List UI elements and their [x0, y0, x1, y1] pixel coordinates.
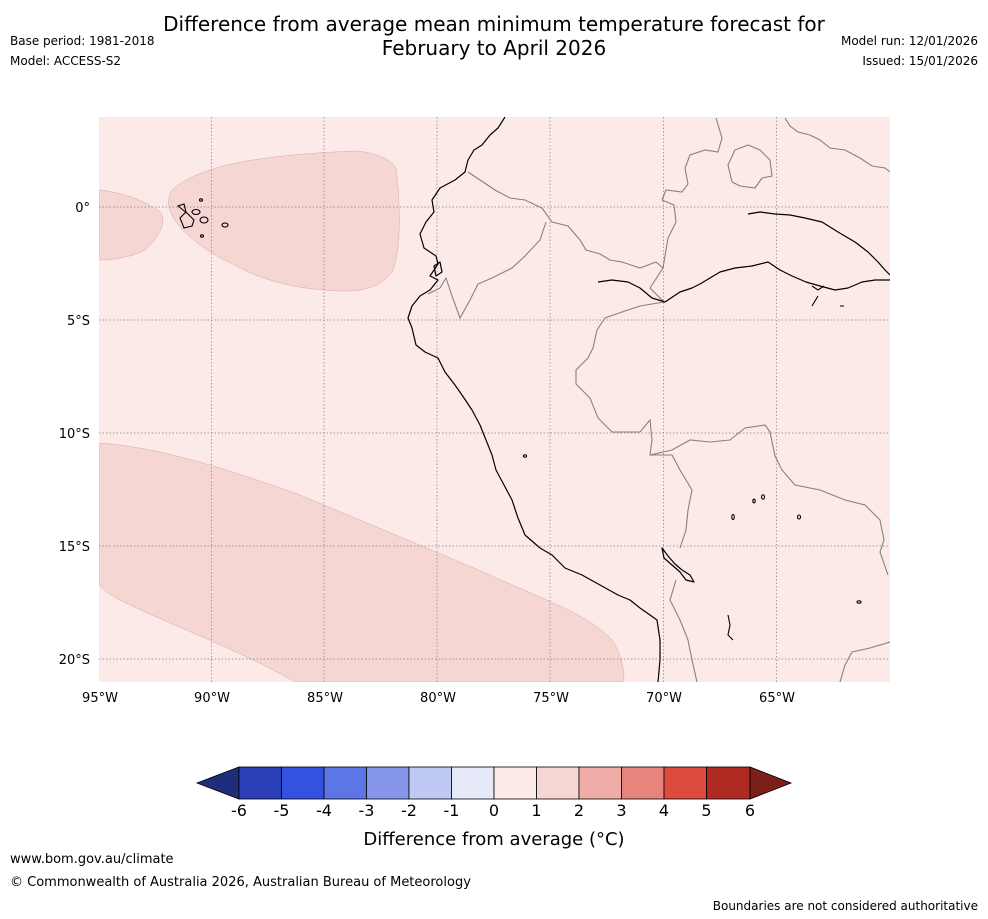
colorbar-label: Difference from average (°C): [363, 829, 624, 850]
colorbar-tick: 5: [701, 801, 711, 820]
colorbar-tick: -1: [444, 801, 460, 820]
latitude-labels: 0° 5°S 10°S 15°S 20°S: [59, 201, 90, 668]
anomaly-region-galapagos: [168, 150, 400, 292]
title-line-2: February to April 2026: [381, 36, 607, 60]
anomaly-region-southeast-pacific: [99, 442, 625, 682]
colorbar-tick: 6: [745, 801, 755, 820]
colorbar-extend-low: [195, 766, 240, 800]
lat-label-20s: 20°S: [59, 653, 90, 668]
country-boundaries: [427, 117, 890, 682]
colorbar-swatch: [281, 766, 325, 800]
colorbar-swatch: [663, 766, 707, 800]
lon-label-70w: 70°W: [646, 691, 682, 706]
colorbar-tick: -5: [274, 801, 290, 820]
colorbar-swatch: [323, 766, 367, 800]
model-run: Model run: 12/01/2026: [840, 34, 978, 48]
colorbar-swatch: [408, 766, 452, 800]
colorbar-extend-high: [749, 766, 793, 800]
chart-title: Difference from average mean minimum tem…: [0, 12, 988, 60]
lon-label-90w: 90°W: [194, 691, 230, 706]
colorbar-tick: 1: [531, 801, 541, 820]
lon-label-80w: 80°W: [420, 691, 456, 706]
colorbar-swatch: [536, 766, 580, 800]
lon-label-85w: 85°W: [307, 691, 343, 706]
base-period: Base period: 1981-2018: [10, 34, 155, 48]
lat-label-10s: 10°S: [59, 427, 90, 442]
colorbar-swatch: [238, 766, 282, 800]
website-link[interactable]: www.bom.gov.au/climate: [10, 852, 174, 867]
copyright-text: © Commonwealth of Australia 2026, Austra…: [10, 875, 471, 890]
lon-label-75w: 75°W: [533, 691, 569, 706]
longitude-labels: 95°W 90°W 85°W 80°W 75°W 70°W 65°W: [82, 691, 795, 706]
colorbar-tick: -3: [359, 801, 375, 820]
colorbar-tick: -6: [231, 801, 247, 820]
colorbar: [195, 766, 793, 800]
colorbar-swatch: [451, 766, 495, 800]
lat-label-5s: 5°S: [67, 314, 90, 329]
colorbar-tick: 3: [616, 801, 626, 820]
lat-label-0: 0°: [75, 201, 90, 216]
meta-right: Model run: 12/01/2026 Issued: 15/01/2026: [841, 31, 978, 71]
lon-label-95w: 95°W: [82, 691, 118, 706]
colorbar-tick: -2: [401, 801, 417, 820]
map-panel: [99, 117, 890, 682]
colorbar-tick: 4: [659, 801, 669, 820]
colorbar-tick: 2: [574, 801, 584, 820]
lon-label-65w: 65°W: [759, 691, 795, 706]
meta-left: Base period: 1981-2018 Model: ACCESS-S2: [10, 31, 155, 71]
graticule: [99, 117, 890, 682]
islands: [176, 198, 862, 641]
colorbar-swatch: [578, 766, 622, 800]
issued-date: Issued: 15/01/2026: [862, 54, 978, 68]
colorbar-swatch: [706, 766, 751, 800]
coastlines: [407, 117, 890, 682]
anomaly-region-west-edge: [99, 189, 164, 261]
colorbar-tick: -4: [316, 801, 332, 820]
colorbar-ticks: -6 -5 -4 -3 -2 -1 0 1 2 3 4 5 6: [231, 801, 755, 820]
disclaimer-text: Boundaries are not considered authoritat…: [712, 899, 978, 913]
colorbar-tick: 0: [489, 801, 499, 820]
colorbar-swatch: [366, 766, 410, 800]
lat-label-15s: 15°S: [59, 540, 90, 555]
colorbar-swatch: [493, 766, 537, 800]
title-line-1: Difference from average mean minimum tem…: [163, 12, 825, 36]
colorbar-swatch: [621, 766, 665, 800]
model-name: Model: ACCESS-S2: [10, 54, 122, 68]
